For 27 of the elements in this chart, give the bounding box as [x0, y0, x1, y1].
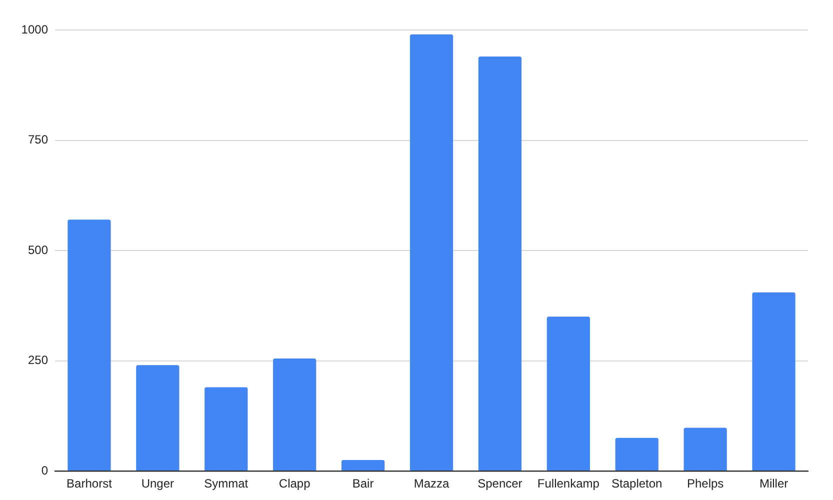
x-tick-label: Fullenkamp	[537, 476, 600, 491]
bar	[136, 365, 180, 470]
bar	[684, 428, 727, 470]
bar	[615, 438, 658, 470]
bar	[478, 56, 522, 470]
x-tick-label: Miller	[759, 476, 788, 491]
x-tick-label: Clapp	[278, 476, 311, 491]
y-tick-label: 750	[28, 132, 48, 147]
x-tick-label: Symmat	[204, 476, 249, 491]
y-tick-label: 500	[28, 242, 48, 257]
bar	[341, 460, 385, 470]
x-tick-label: Bair	[352, 476, 374, 491]
x-tick-label: Stapleton	[612, 476, 662, 491]
y-tick-label: 1000	[21, 22, 48, 36]
bar	[273, 358, 316, 470]
x-tick-label: Phelps	[686, 476, 724, 491]
bar	[68, 220, 111, 470]
bar	[546, 316, 590, 470]
x-tick-label: Mazza	[414, 476, 450, 491]
y-tick-label: 0	[41, 463, 48, 478]
bar	[752, 292, 796, 470]
bar	[204, 387, 248, 470]
bar	[410, 34, 454, 470]
x-tick-label: Unger	[141, 476, 174, 491]
x-tick-label: Spencer	[478, 476, 522, 491]
y-tick-label: 250	[28, 353, 48, 368]
x-tick-label: Barhorst	[66, 476, 113, 491]
